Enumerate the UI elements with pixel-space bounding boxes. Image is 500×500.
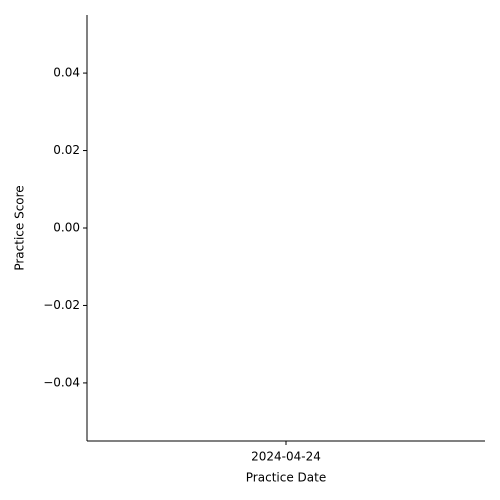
x-axis-label: Practice Date — [246, 471, 326, 485]
y-tick-label: 0.04 — [53, 66, 80, 80]
y-tick-label: −0.02 — [43, 298, 80, 312]
y-tick-label: 0.00 — [53, 221, 80, 235]
x-tick-label: 2024-04-24 — [251, 450, 321, 464]
y-tick-label: 0.02 — [53, 143, 80, 157]
y-axis-label: Practice Score — [13, 185, 27, 270]
y-tick-label: −0.04 — [43, 375, 80, 389]
